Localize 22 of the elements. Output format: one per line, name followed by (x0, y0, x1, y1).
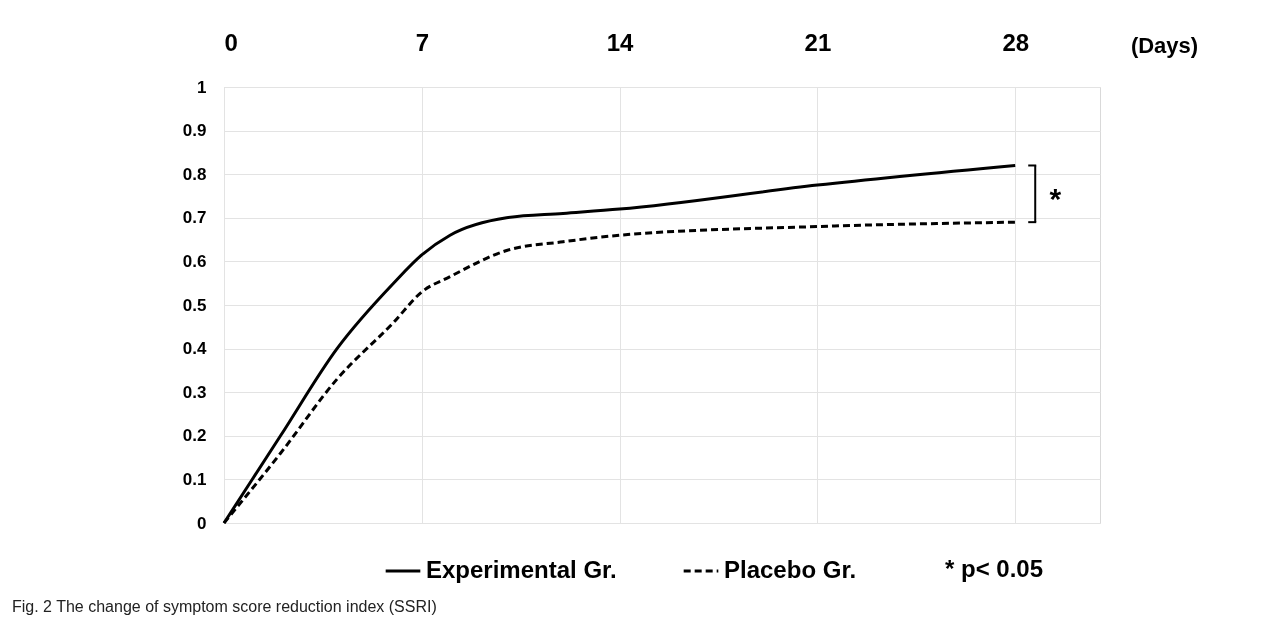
x-tick-label: 28 (1002, 28, 1030, 56)
y-tick-label: 0.2 (182, 426, 207, 446)
y-tick-label: 0.8 (182, 164, 207, 184)
x-tick-label: 7 (415, 28, 429, 56)
annotation: * (1049, 181, 1062, 215)
x-axis-title: (Days) (1130, 32, 1199, 58)
x-tick-label: 0 (224, 28, 238, 56)
y-tick-label: 0.9 (182, 121, 207, 141)
y-tick-label: 0.7 (182, 208, 207, 228)
y-tick-label: 0 (197, 513, 207, 533)
text: * p< 0.05 (945, 555, 1044, 583)
x-tick-label: 14 (606, 28, 635, 56)
y-tick-label: 0.5 (182, 295, 207, 315)
y-tick-label: 0.3 (182, 382, 207, 402)
y-tick-label: 1 (197, 77, 207, 97)
x-tick-label: 21 (804, 28, 832, 56)
y-tick-label: 0.1 (182, 469, 207, 489)
caption: Fig. 2 The change of symptom score reduction index (SSRI) (12, 598, 437, 616)
y-tick-label: 0.6 (182, 251, 207, 271)
legend-label: Placebo Gr. (724, 556, 857, 583)
legend-label: Experimental Gr. (426, 556, 617, 583)
y-tick-label: 0.4 (182, 339, 208, 359)
